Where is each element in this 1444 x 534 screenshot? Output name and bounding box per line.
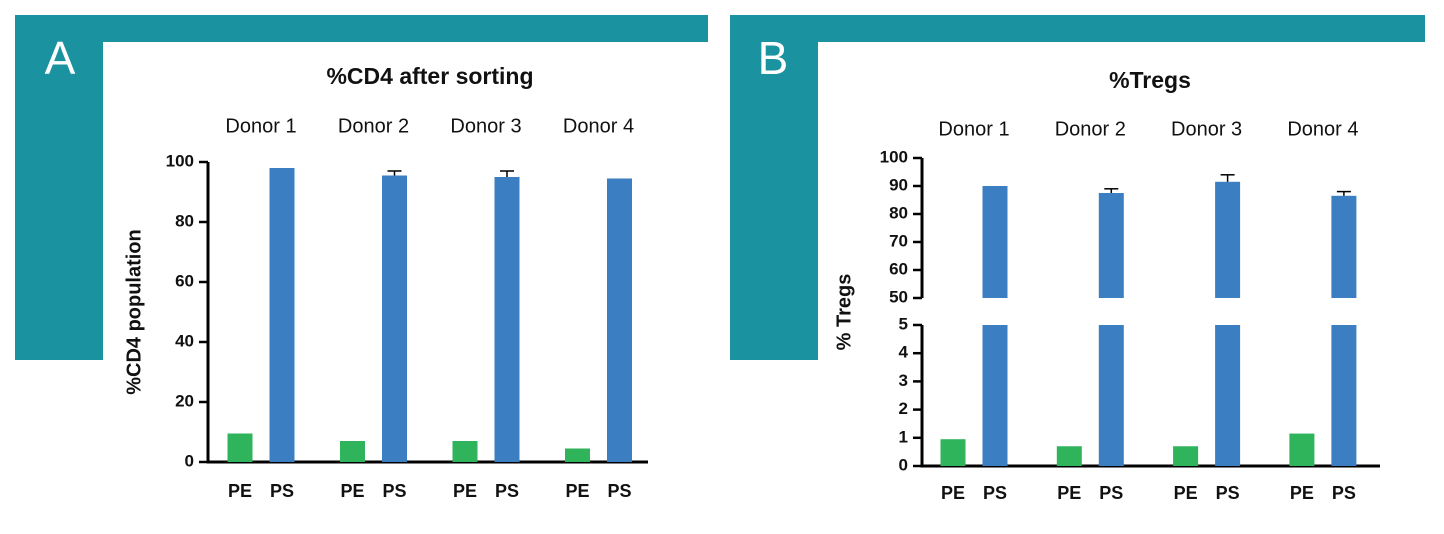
donor-label: Donor 2 bbox=[338, 115, 409, 137]
category-label: PE bbox=[565, 481, 589, 501]
y-tick-label: 100 bbox=[166, 151, 194, 170]
panel-a-frame bbox=[15, 15, 708, 360]
bar bbox=[1098, 325, 1124, 466]
panel-letter: A bbox=[45, 32, 76, 84]
category-label: PS bbox=[983, 483, 1007, 503]
chart-title: %Tregs bbox=[1109, 67, 1191, 93]
y-tick-label: 0 bbox=[899, 455, 908, 474]
bar bbox=[1331, 195, 1357, 298]
category-label: PE bbox=[228, 481, 252, 501]
category-label: PS bbox=[607, 481, 631, 501]
category-label: PE bbox=[1290, 483, 1314, 503]
panel-letter: B bbox=[758, 32, 789, 84]
y-axis-label: % Tregs bbox=[833, 274, 855, 351]
y-tick-label: 5 bbox=[899, 314, 908, 333]
panel-b-frame bbox=[730, 15, 1425, 360]
donor-label: Donor 3 bbox=[450, 115, 521, 137]
category-label: PE bbox=[340, 481, 364, 501]
y-tick-label: 3 bbox=[899, 371, 908, 390]
bar bbox=[1215, 325, 1241, 466]
y-tick-label: 100 bbox=[880, 147, 908, 166]
bar bbox=[1331, 325, 1357, 466]
donor-label: Donor 4 bbox=[563, 115, 634, 137]
bar bbox=[982, 186, 1008, 298]
bar bbox=[452, 441, 478, 462]
bar bbox=[1098, 193, 1124, 298]
category-label: PE bbox=[941, 483, 965, 503]
y-tick-label: 90 bbox=[889, 175, 908, 194]
y-tick-label: 2 bbox=[899, 399, 908, 418]
bar bbox=[340, 441, 365, 462]
chart-title: %CD4 after sorting bbox=[326, 63, 533, 89]
category-label: PS bbox=[270, 481, 294, 501]
bar bbox=[1215, 181, 1241, 298]
y-axis-label: %CD4 population bbox=[123, 229, 145, 395]
bar bbox=[227, 433, 253, 462]
donor-label: Donor 1 bbox=[225, 115, 296, 137]
y-tick-label: 60 bbox=[175, 271, 194, 290]
category-label: PE bbox=[1057, 483, 1081, 503]
y-tick-label: 1 bbox=[899, 427, 908, 446]
bar bbox=[1056, 446, 1082, 466]
category-label: PS bbox=[1216, 483, 1240, 503]
category-label: PS bbox=[382, 481, 406, 501]
category-label: PE bbox=[1174, 483, 1198, 503]
y-tick-label: 80 bbox=[889, 203, 908, 222]
bar bbox=[1289, 433, 1315, 466]
category-label: PE bbox=[453, 481, 477, 501]
y-tick-label: 60 bbox=[889, 259, 908, 278]
category-label: PS bbox=[495, 481, 519, 501]
donor-label: Donor 2 bbox=[1055, 118, 1126, 140]
y-tick-label: 50 bbox=[889, 287, 908, 306]
bar bbox=[565, 448, 590, 462]
y-tick-label: 70 bbox=[889, 231, 908, 250]
bar bbox=[269, 168, 295, 462]
y-tick-label: 4 bbox=[899, 343, 909, 362]
donor-label: Donor 3 bbox=[1171, 118, 1242, 140]
bar bbox=[940, 439, 966, 466]
y-tick-label: 40 bbox=[175, 331, 194, 350]
bar bbox=[982, 325, 1008, 466]
donor-label: Donor 4 bbox=[1287, 118, 1358, 140]
bar bbox=[607, 178, 632, 462]
bar bbox=[1173, 446, 1199, 466]
bar bbox=[382, 175, 407, 462]
y-tick-label: 80 bbox=[175, 211, 194, 230]
bar bbox=[494, 177, 520, 462]
donor-label: Donor 1 bbox=[938, 118, 1009, 140]
y-tick-label: 0 bbox=[185, 451, 194, 470]
category-label: PS bbox=[1332, 483, 1356, 503]
y-tick-label: 20 bbox=[175, 391, 194, 410]
category-label: PS bbox=[1099, 483, 1123, 503]
